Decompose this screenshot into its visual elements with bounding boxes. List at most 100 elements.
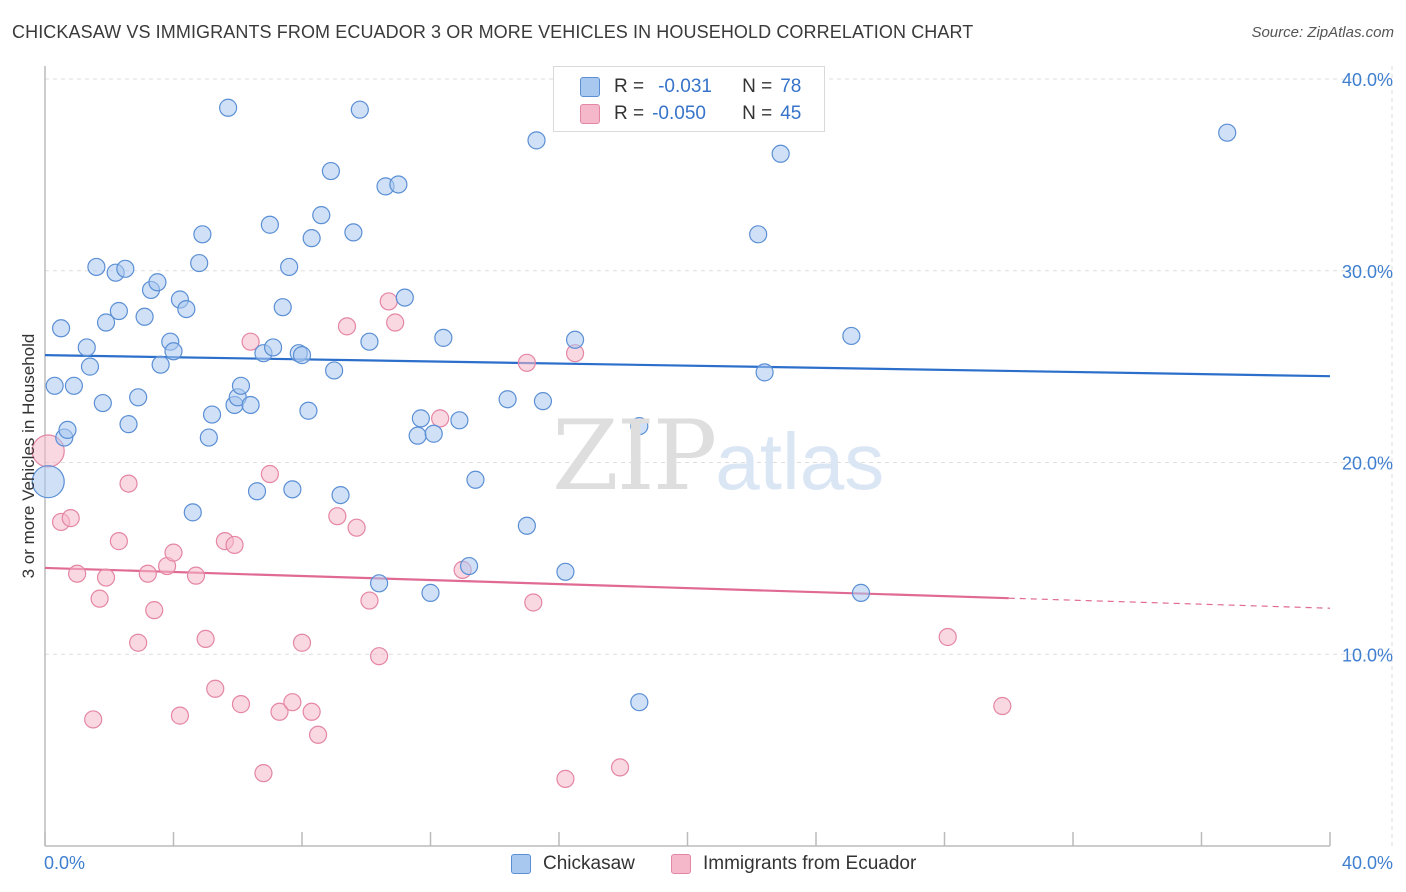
chickasaw-point [331, 485, 350, 505]
ecuador-trend-line-extension [1008, 597, 1331, 609]
chickasaw-point [389, 175, 408, 194]
chickasaw-point [283, 480, 302, 499]
chickasaw-point [263, 338, 283, 357]
chickasaw-point [498, 390, 517, 409]
chickasaw-point [450, 411, 469, 430]
legend-label-ecuador: Immigrants from Ecuador [703, 853, 917, 874]
ecuador-point [260, 464, 279, 484]
chickasaw-point [421, 583, 440, 602]
ecuador-point [61, 509, 80, 528]
ecuador-point [337, 317, 357, 336]
chickasaw-point [77, 338, 96, 357]
x-tick-label: 40.0% [1342, 853, 1393, 873]
chickasaw-point [64, 376, 84, 395]
ecuador-point [938, 627, 957, 647]
ecuador-point [524, 593, 543, 612]
chickasaw-point [630, 693, 649, 712]
n-value: 78 [780, 76, 802, 97]
ecuador-point [360, 591, 379, 610]
ecuador-point [241, 332, 260, 351]
chickasaw-point [755, 363, 774, 382]
ecuador-point [186, 566, 206, 585]
chickasaw-point [231, 376, 251, 395]
ecuador-point [145, 601, 164, 620]
chickasaw-point [148, 273, 167, 292]
legend-swatch-chickasaw [511, 854, 531, 874]
chart-title: CHICKASAW VS IMMIGRANTS FROM ECUADOR 3 O… [12, 22, 974, 42]
ecuador-point [556, 769, 575, 788]
chickasaw-point [135, 307, 154, 326]
ecuador-point [119, 474, 138, 493]
r-value: -0.031 [658, 76, 712, 97]
y-tick-label: 20.0% [1342, 454, 1393, 474]
chickasaw-point [749, 225, 768, 244]
ecuador-point [196, 629, 215, 649]
chickasaw-point [45, 376, 64, 395]
swatch-chickasaw [580, 77, 600, 97]
chickasaw-point [466, 470, 485, 489]
ecuador-point [610, 758, 630, 777]
swatch-ecuador [580, 104, 600, 124]
stats-row-ecuador: R = -0.050 N = 45 [580, 102, 801, 126]
chickasaw-point [164, 342, 183, 361]
chickasaw-point [434, 328, 453, 347]
watermark-atlas: atlas [715, 417, 885, 506]
chickasaw-point [190, 253, 209, 273]
chickasaw-point [350, 100, 369, 119]
chickasaw-point [199, 428, 218, 447]
chickasaw-point [292, 346, 312, 365]
legend-item-chickasaw: Chickasaw [511, 852, 635, 876]
ecuador-point [386, 313, 405, 332]
chickasaw-point [31, 465, 65, 499]
ecuador-point [164, 543, 183, 562]
n-value: 45 [780, 103, 802, 124]
chickasaw-point [129, 388, 148, 407]
ecuador-point [96, 568, 116, 587]
chickasaw-point [771, 144, 790, 163]
chickasaw-point [219, 98, 238, 117]
chickasaw-point [80, 357, 100, 376]
y-tick-label: 10.0% [1342, 645, 1393, 665]
chickasaw-point [247, 482, 267, 501]
chickasaw-point [58, 420, 77, 440]
ecuador-point [231, 695, 251, 714]
chickasaw-point [630, 416, 649, 436]
chickasaw-point [177, 300, 196, 319]
chickasaw-point [280, 257, 299, 277]
chickasaw-point [533, 392, 553, 411]
ecuador-point [379, 292, 398, 311]
chickasaw-point [109, 301, 128, 321]
chickasaw-point [1218, 123, 1237, 142]
r-value: -0.050 [652, 103, 706, 124]
chickasaw-point [360, 332, 379, 351]
ecuador-point [225, 535, 244, 555]
legend-label-chickasaw: Chickasaw [543, 853, 635, 874]
ecuador-point [292, 633, 312, 652]
x-tick-label: 0.0% [44, 853, 85, 873]
r-label: R = [614, 76, 645, 97]
ecuador-point [84, 710, 103, 729]
tick-labels: 10.0% 20.0% 30.0% 40.0% 0.0% 40.0% [44, 70, 1393, 873]
chickasaw-point [344, 223, 363, 242]
n-label: N = [742, 103, 773, 124]
ecuador-point [347, 518, 366, 537]
chickasaw-point [93, 393, 112, 413]
ecuador-point [431, 409, 450, 428]
chickasaw-point [241, 395, 260, 415]
ecuador-point [283, 693, 302, 712]
ecuador-point [90, 589, 109, 608]
ecuador-point [517, 353, 536, 372]
ecuador-point [328, 507, 347, 526]
ecuador-point [206, 679, 225, 698]
chickasaw-point [96, 313, 116, 332]
ecuador-point [270, 702, 289, 721]
chickasaw-point [459, 556, 479, 576]
chickasaw-point [517, 516, 536, 535]
chickasaw-point [851, 583, 871, 602]
chickasaw-point [556, 562, 575, 581]
ecuador-point [129, 633, 148, 652]
r-label: R = [614, 103, 645, 124]
ecuador-point [170, 706, 190, 725]
ecuador-point [302, 702, 321, 721]
